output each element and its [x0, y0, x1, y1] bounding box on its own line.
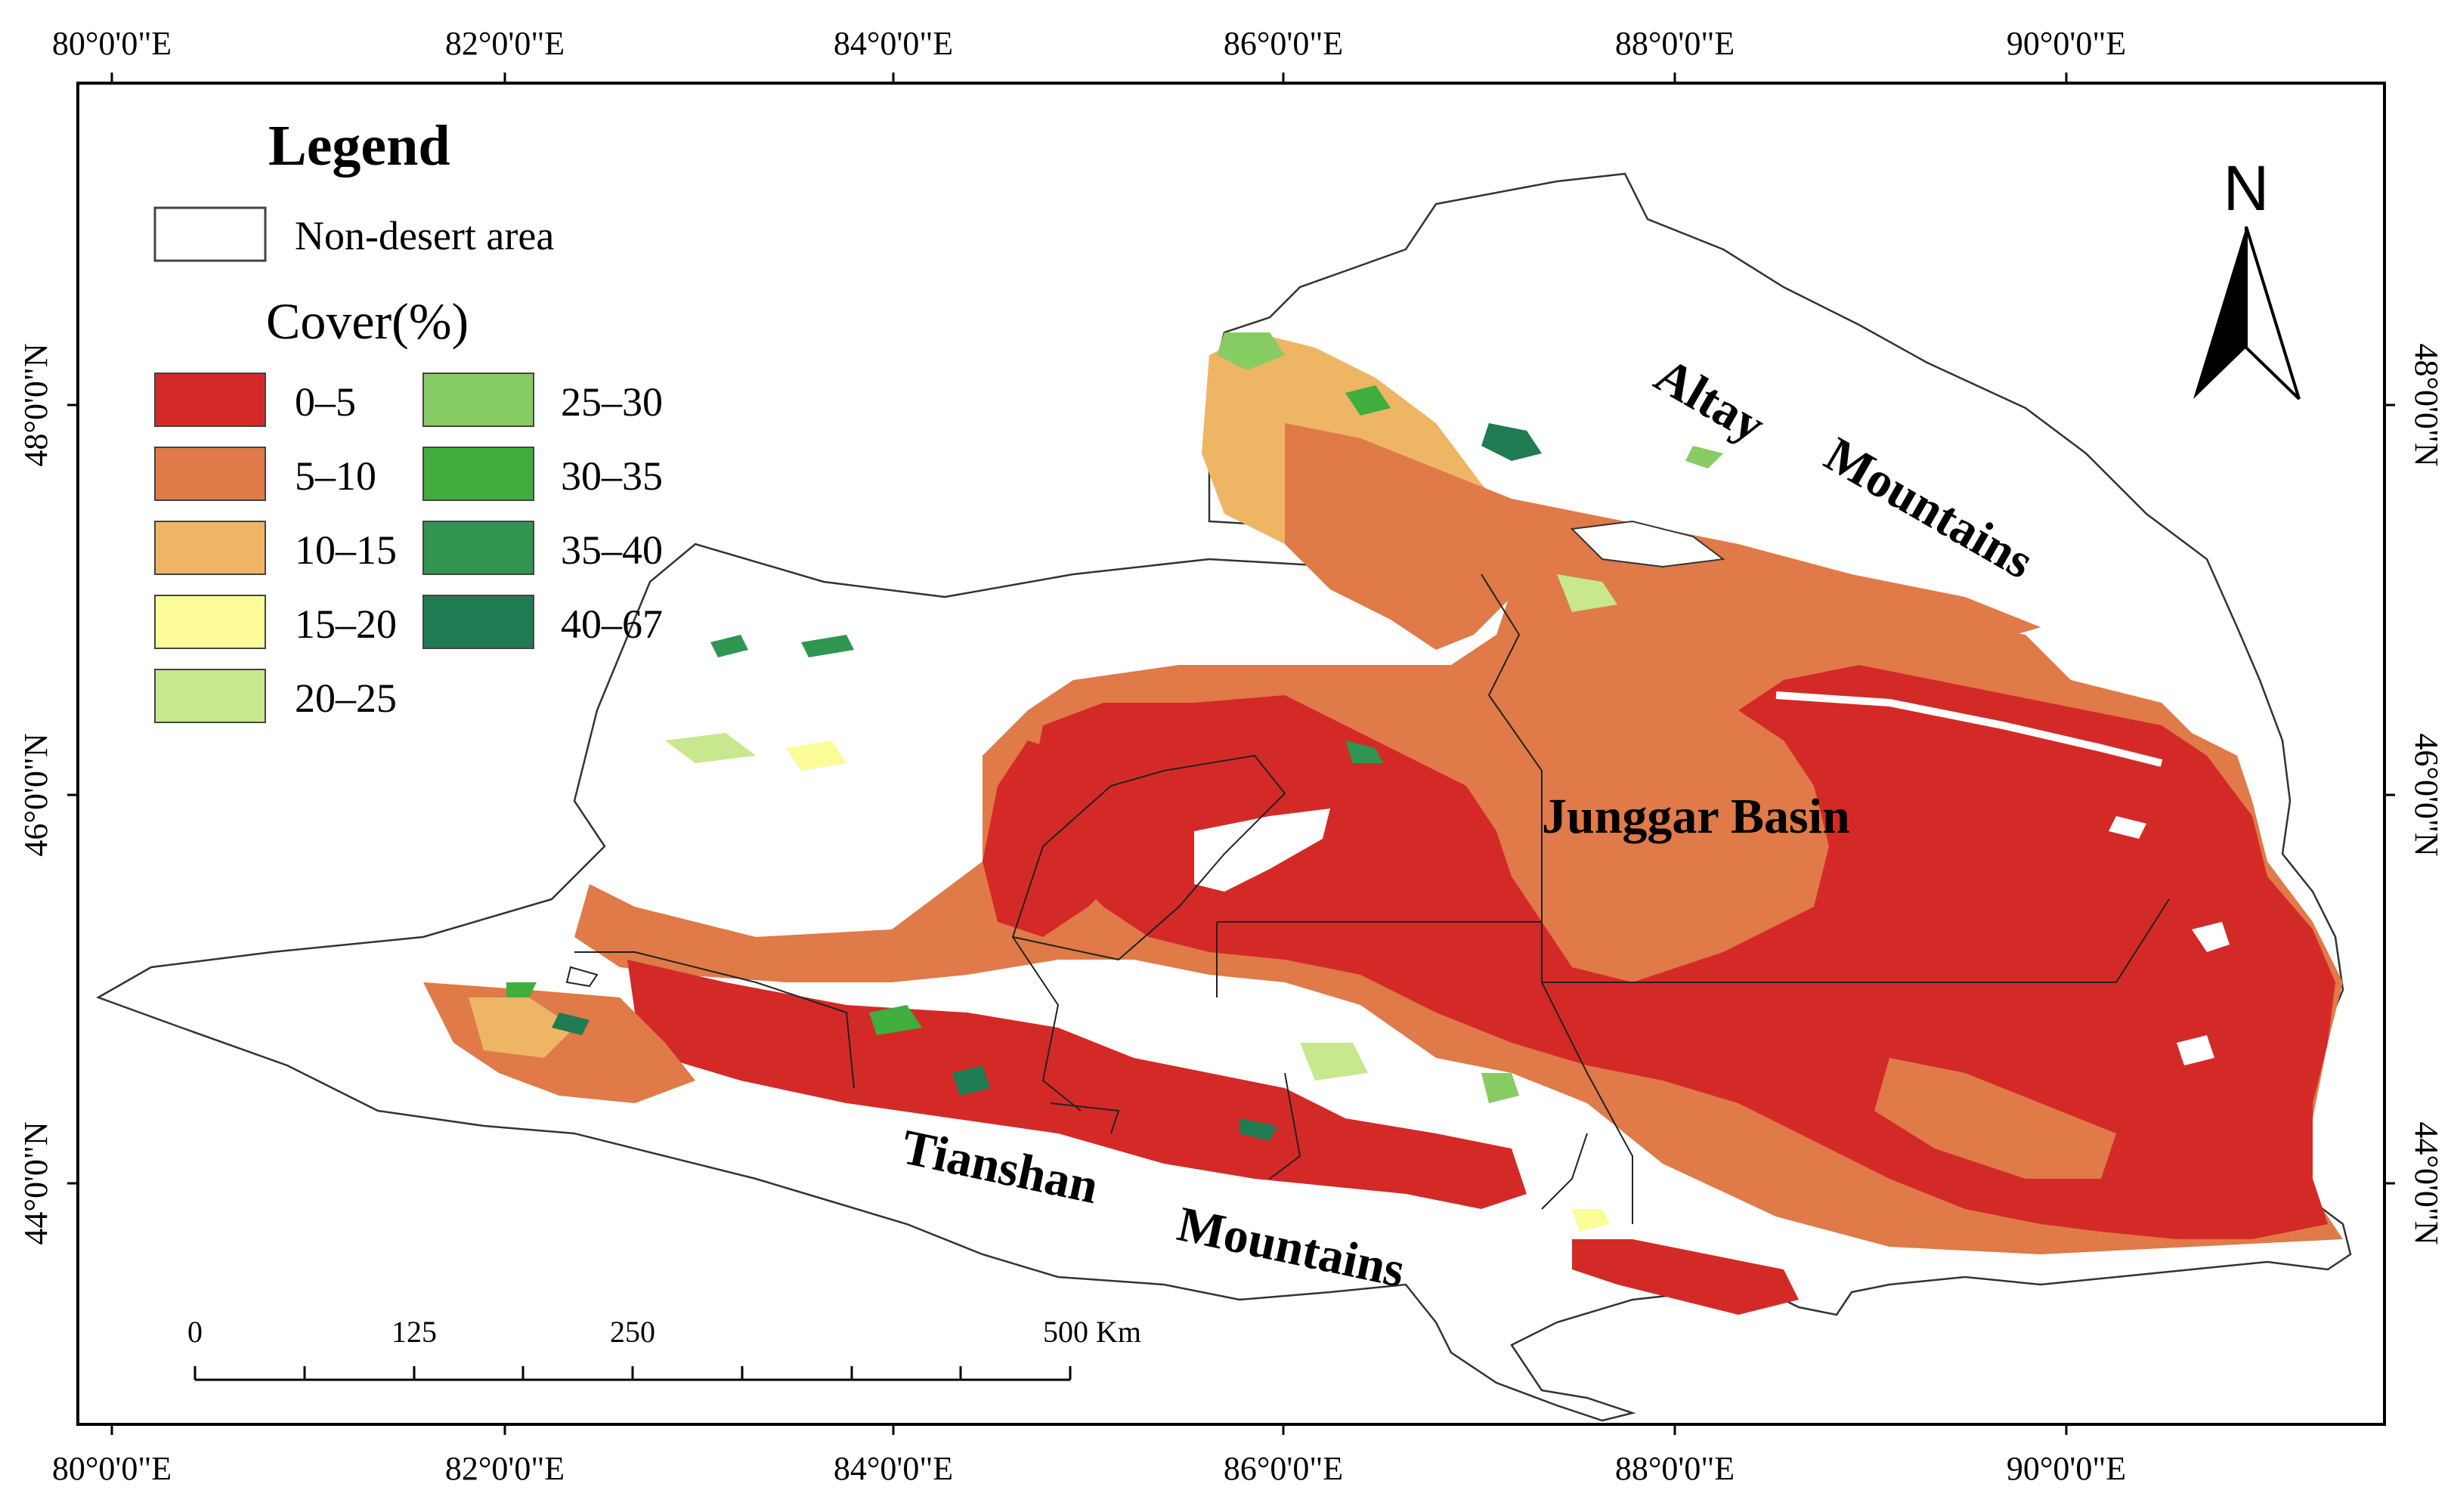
boundary-line-11	[1541, 1133, 1588, 1210]
vegetation-patches	[506, 332, 1723, 1232]
legend-swatch-30-35	[422, 447, 534, 501]
cover-40-67-south-2	[1239, 1118, 1277, 1141]
legend-swatch-25-30	[422, 373, 534, 427]
lat-label-left-46: 46°0'0"N	[17, 733, 54, 856]
lon-label-bottom-86: 86°0'0"E	[1224, 1450, 1343, 1487]
cover-25-30-north-1	[1217, 332, 1285, 370]
cover-25-30-north-2	[1685, 446, 1723, 468]
legend-label-0-5: 0–5	[295, 379, 356, 425]
cover-20-25-south	[1300, 1043, 1368, 1081]
graticule-ticks	[67, 73, 2395, 1435]
boundary-line-9	[1050, 1102, 1120, 1134]
scale-label-125: 125	[391, 1315, 437, 1349]
legend-swatch-15-20	[154, 595, 266, 649]
cover-40-67-south-1	[952, 1065, 990, 1096]
boundary-line-4	[1542, 898, 2170, 983]
north-arrow: N	[2193, 153, 2301, 400]
cover-0-5-southeast	[1572, 1239, 1799, 1315]
legend-label-15-20: 15–20	[295, 601, 397, 647]
legend-label-35-40: 35–40	[561, 527, 663, 573]
lon-label-bottom-80: 80°0'0"E	[52, 1450, 172, 1487]
cover-20-25-north	[1557, 574, 1617, 612]
lat-label-right-44: 44°0'0"N	[2408, 1121, 2445, 1245]
legend: Legend Non-desert area Cover(%) 0–5 5–10…	[153, 114, 663, 723]
non-desert-hole-1	[1194, 809, 1330, 892]
cover-40-67-southwest	[552, 1013, 590, 1035]
scale-label-0: 0	[187, 1315, 203, 1349]
cover-30-35-north	[1345, 385, 1391, 416]
lon-label-bottom-90: 90°0'0"E	[2007, 1450, 2126, 1487]
cover-35-40-west-2	[801, 635, 854, 657]
cover-15-20-west	[786, 741, 846, 771]
non-desert-hole-4	[2192, 922, 2230, 952]
legend-label-5-10: 5–10	[295, 453, 376, 499]
boundary-line-7	[1012, 936, 1082, 1112]
cover-30-35-southwest	[506, 982, 537, 997]
admin-boundaries	[565, 574, 2170, 1224]
boundary-line-1	[1481, 574, 1543, 982]
right-latitude-labels: 48°0'0"N 46°0'0"N 44°0'0"N	[2408, 343, 2445, 1245]
scale-bar: 0 125 250 500 Km	[187, 1315, 1141, 1381]
legend-label-non-desert: Non-desert area	[295, 213, 554, 258]
legend-label-40-67: 40–67	[561, 601, 663, 647]
boundary-line-12	[565, 966, 599, 988]
lon-label-bottom-84: 84°0'0"E	[834, 1450, 953, 1487]
cover-15-20-southeast	[1572, 1209, 1610, 1232]
lon-label-top-84: 84°0'0"E	[834, 25, 953, 62]
cover-20-25-west	[665, 733, 756, 763]
top-longitude-labels: 80°0'0"E 82°0'0"E 84°0'0"E 86°0'0"E 88°0…	[52, 25, 2126, 62]
boundary-line-8	[574, 951, 855, 1089]
north-arrow-icon	[2193, 227, 2246, 399]
lon-label-top-80: 80°0'0"E	[52, 25, 172, 62]
legend-label-30-35: 30–35	[561, 453, 663, 499]
legend-label-10-15: 10–15	[295, 527, 397, 573]
legend-swatch-0-5	[154, 373, 266, 427]
river-channel	[1775, 691, 2163, 767]
legend-label-25-30: 25–30	[561, 379, 663, 425]
north-arrow-label: N	[2224, 153, 2270, 224]
lon-label-top-86: 86°0'0"E	[1224, 25, 1343, 62]
lat-label-left-44: 44°0'0"N	[17, 1121, 54, 1245]
lat-label-right-48: 48°0'0"N	[2408, 343, 2445, 466]
legend-swatch-35-40	[422, 521, 534, 575]
lat-label-right-46: 46°0'0"N	[2408, 733, 2445, 856]
non-desert-hole-3	[2177, 1035, 2214, 1065]
cover-10-15-southwest	[469, 997, 574, 1058]
boundary-line-10	[1269, 1072, 1301, 1180]
legend-swatch-5-10	[154, 447, 266, 501]
legend-swatch-40-67	[422, 595, 534, 649]
north-arrow-icon-right	[2245, 226, 2301, 400]
non-desert-hole-2	[2109, 816, 2146, 839]
cover-regions	[423, 332, 2343, 1315]
scale-label-500-km: 500 Km	[1043, 1315, 1141, 1349]
lon-label-top-90: 90°0'0"E	[2007, 25, 2126, 62]
scale-label-250: 250	[610, 1315, 655, 1349]
cover-35-40-central	[1345, 741, 1383, 763]
cover-30-35-south-1	[869, 1005, 922, 1035]
lake-area	[1570, 520, 1725, 568]
lon-label-bottom-82: 82°0'0"E	[445, 1450, 565, 1487]
label-junggar-basin: Junggar Basin	[1542, 789, 1850, 844]
legend-cover-title: Cover(%)	[266, 292, 469, 350]
legend-swatch-10-15	[154, 521, 266, 575]
cover-40-67-north	[1481, 423, 1542, 461]
legend-label-20-25: 20–25	[295, 676, 397, 721]
legend-swatch-non-desert	[153, 206, 267, 262]
legend-swatch-20-25	[154, 669, 266, 723]
lon-label-bottom-88: 88°0'0"E	[1615, 1450, 1735, 1487]
cover-5-10-east	[1874, 1058, 2116, 1179]
left-latitude-labels: 48°0'0"N 46°0'0"N 44°0'0"N	[17, 343, 54, 1245]
boundary-line-6	[1011, 754, 1286, 961]
lon-label-top-82: 82°0'0"E	[445, 25, 565, 62]
boundary-line-5	[1541, 982, 1633, 1224]
cover-0-5-south	[627, 960, 1527, 1209]
cover-0-5-west	[983, 741, 1179, 937]
lon-label-top-88: 88°0'0"E	[1615, 25, 1735, 62]
cover-25-30-south	[1481, 1073, 1519, 1103]
legend-title: Legend	[268, 114, 450, 178]
cover-35-40-west-1	[710, 635, 748, 657]
lat-label-left-48: 48°0'0"N	[17, 343, 54, 466]
bottom-longitude-labels: 80°0'0"E 82°0'0"E 84°0'0"E 86°0'0"E 88°0…	[52, 1450, 2126, 1487]
